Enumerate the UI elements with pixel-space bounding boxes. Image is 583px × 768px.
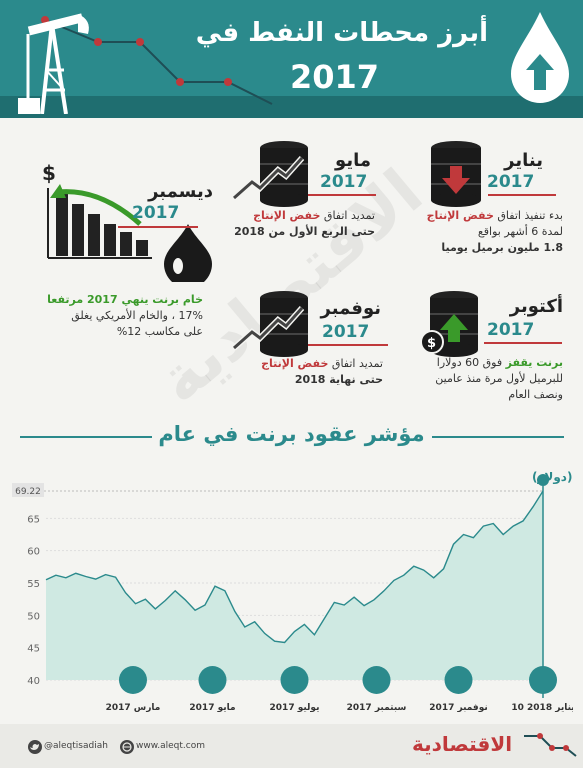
- card-december-rule: [118, 226, 198, 228]
- brand-logo: الاقتصادية: [412, 732, 513, 756]
- oil-drop-up-icon: [511, 12, 569, 103]
- svg-text:$: $: [427, 336, 436, 351]
- twitter-handle[interactable]: @aleqtisadiah: [44, 741, 108, 751]
- card-november-text: تمديد اتفاق خفض الإنتاج حتى نهاية 2018: [203, 356, 383, 388]
- section-rule-right: [432, 436, 564, 438]
- barrel-up-icon: [232, 141, 308, 207]
- card-january-line2: لمدة 6 أشهر بواقع: [477, 225, 563, 238]
- card-january-text: بدء تنفيذ اتفاق خفض الإنتاج لمدة 6 أشهر …: [363, 208, 563, 256]
- card-december-text: خام برنت ينهي 2017 مرتفعا 17% ، والخام ا…: [13, 292, 203, 340]
- oil-pump-icon: [18, 13, 89, 114]
- card-january-highlight: خفض الإنتاج: [426, 209, 494, 222]
- x-tick-marker: [362, 666, 391, 694]
- section-rule-left: [20, 436, 152, 438]
- card-october-line2: للبرميل لأول مرة منذ عامين: [435, 372, 563, 385]
- x-tick-marker: [198, 666, 227, 694]
- website-link[interactable]: www.aleqt.com: [136, 741, 205, 751]
- section-title: مؤشر عقود برنت في عام: [158, 422, 425, 446]
- svg-text:$: $: [42, 161, 56, 185]
- y-tick-label: 55: [27, 579, 40, 590]
- y-tick-label: 65: [27, 514, 40, 525]
- december-bar-drop-icon: $: [42, 161, 212, 282]
- card-october-line1: فوق 60 دولارا: [436, 356, 506, 369]
- x-tick-label: يوليو 2017: [270, 703, 320, 712]
- header-line-dot: [224, 78, 232, 86]
- x-tick-label: 10 يناير 2018: [511, 703, 573, 712]
- header-dark-band: [0, 96, 583, 118]
- card-october-year: 2017: [487, 320, 535, 340]
- card-may-rule: [308, 194, 376, 196]
- y-tick-label: 50: [27, 611, 40, 622]
- last-value-box: [12, 483, 44, 498]
- card-january-year: 2017: [487, 172, 535, 192]
- card-december-line2: 17% ، والخام الأمريكي يغلق: [71, 309, 203, 322]
- card-may-month: مايو: [335, 150, 371, 171]
- x-tick-label: سبتمبر 2017: [347, 703, 407, 712]
- card-december-month: ديسمبر: [148, 181, 213, 202]
- card-october-rule: [484, 342, 562, 344]
- card-october-text: برنت يقفز فوق 60 دولارا للبرميل لأول مرة…: [363, 355, 563, 403]
- card-november-line1: تمديد اتفاق: [328, 357, 383, 370]
- y-tick-label: 45: [27, 644, 40, 655]
- header-line-dot: [136, 38, 144, 46]
- x-tick-label: مارس 2017: [106, 703, 161, 712]
- card-december-year: 2017: [132, 203, 180, 223]
- y-tick-label: 60: [27, 547, 40, 558]
- card-november-line2: حتى نهاية 2018: [294, 373, 383, 386]
- x-tick-label: نوفمبر 2017: [429, 703, 487, 712]
- card-january-line3: 1.8 مليون برميل يوميا: [441, 241, 563, 254]
- card-may-highlight: خفض الإنتاج: [253, 209, 321, 222]
- card-may-text: تمديد اتفاق خفض الإنتاج حتى الربع الأول …: [195, 208, 375, 240]
- footer: [0, 724, 583, 768]
- card-november-year: 2017: [322, 322, 370, 342]
- page-title: أبرز محطات النفط في: [195, 18, 488, 48]
- last-value-label: 69.22: [15, 487, 41, 497]
- card-november-month: نوفمبر: [320, 298, 381, 319]
- y-tick-label: 40: [27, 676, 40, 687]
- card-october-line3: ونصف العام: [508, 388, 563, 401]
- card-may-line2: حتى الربع الأول من 2018: [234, 225, 375, 238]
- twitter-icon: [28, 740, 42, 754]
- barrel-down-icon: [431, 141, 481, 207]
- x-tick-label: مايو 2017: [189, 703, 235, 712]
- card-may-line1: تمديد اتفاق: [320, 209, 375, 222]
- x-tick-marker: [529, 666, 557, 694]
- y-axis-label: سعر البرميل (دولار): [532, 470, 573, 485]
- card-november-highlight: خفض الإنتاج: [261, 357, 329, 370]
- page-title-year: 2017: [290, 58, 380, 96]
- header-line-dot: [94, 38, 102, 46]
- x-tick-marker: [118, 666, 147, 694]
- card-january-rule: [488, 194, 556, 196]
- card-may-year: 2017: [320, 172, 368, 192]
- price-line: [45, 490, 544, 644]
- x-tick-marker: [444, 666, 473, 694]
- barrel-dollar-up-icon: $: [420, 291, 478, 357]
- header-price-line: [41, 16, 273, 105]
- card-january-month: يناير: [504, 150, 543, 171]
- x-tick-marker: [280, 666, 309, 694]
- card-october-month: أكتوبر: [509, 296, 563, 317]
- card-december-line3: على مكاسب 12%: [116, 325, 203, 338]
- brent-price-chart: 40 45 50 55 60 65 69.22 سعر البرميل (دولار) مارس…: [12, 470, 573, 712]
- price-area: [46, 491, 543, 680]
- card-january-line1: بدء تنفيذ اتفاق: [493, 209, 563, 222]
- card-november-rule: [308, 344, 388, 346]
- globe-icon: [120, 740, 134, 754]
- card-december-highlight: خام برنت ينهي 2017 مرتفعا: [47, 293, 203, 306]
- card-october-highlight: برنت يقفز: [505, 356, 563, 369]
- footer-line-graphic: [524, 733, 577, 757]
- header-line-dot: [176, 78, 184, 86]
- barrel-up-icon: [232, 291, 308, 357]
- latest-marker-dot: [537, 474, 549, 486]
